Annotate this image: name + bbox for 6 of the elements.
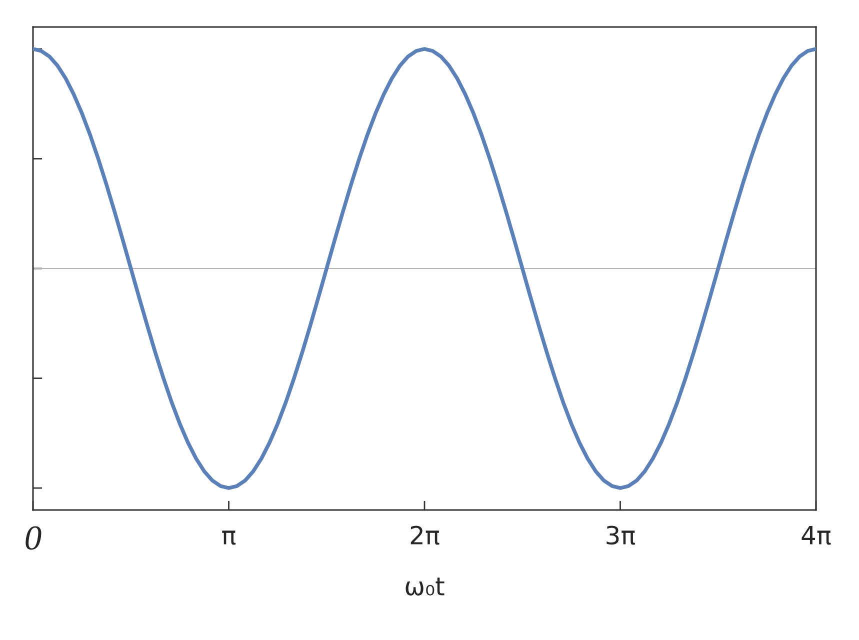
x-tick-label: 2π: [410, 526, 440, 545]
x-axis-title: ω₀t: [406, 578, 444, 596]
x-tick-label: π: [222, 530, 236, 545]
x-tick-label: 4π: [802, 526, 831, 545]
x-tick-label: 0: [26, 526, 42, 550]
x-tick-label: 3π: [606, 526, 636, 545]
